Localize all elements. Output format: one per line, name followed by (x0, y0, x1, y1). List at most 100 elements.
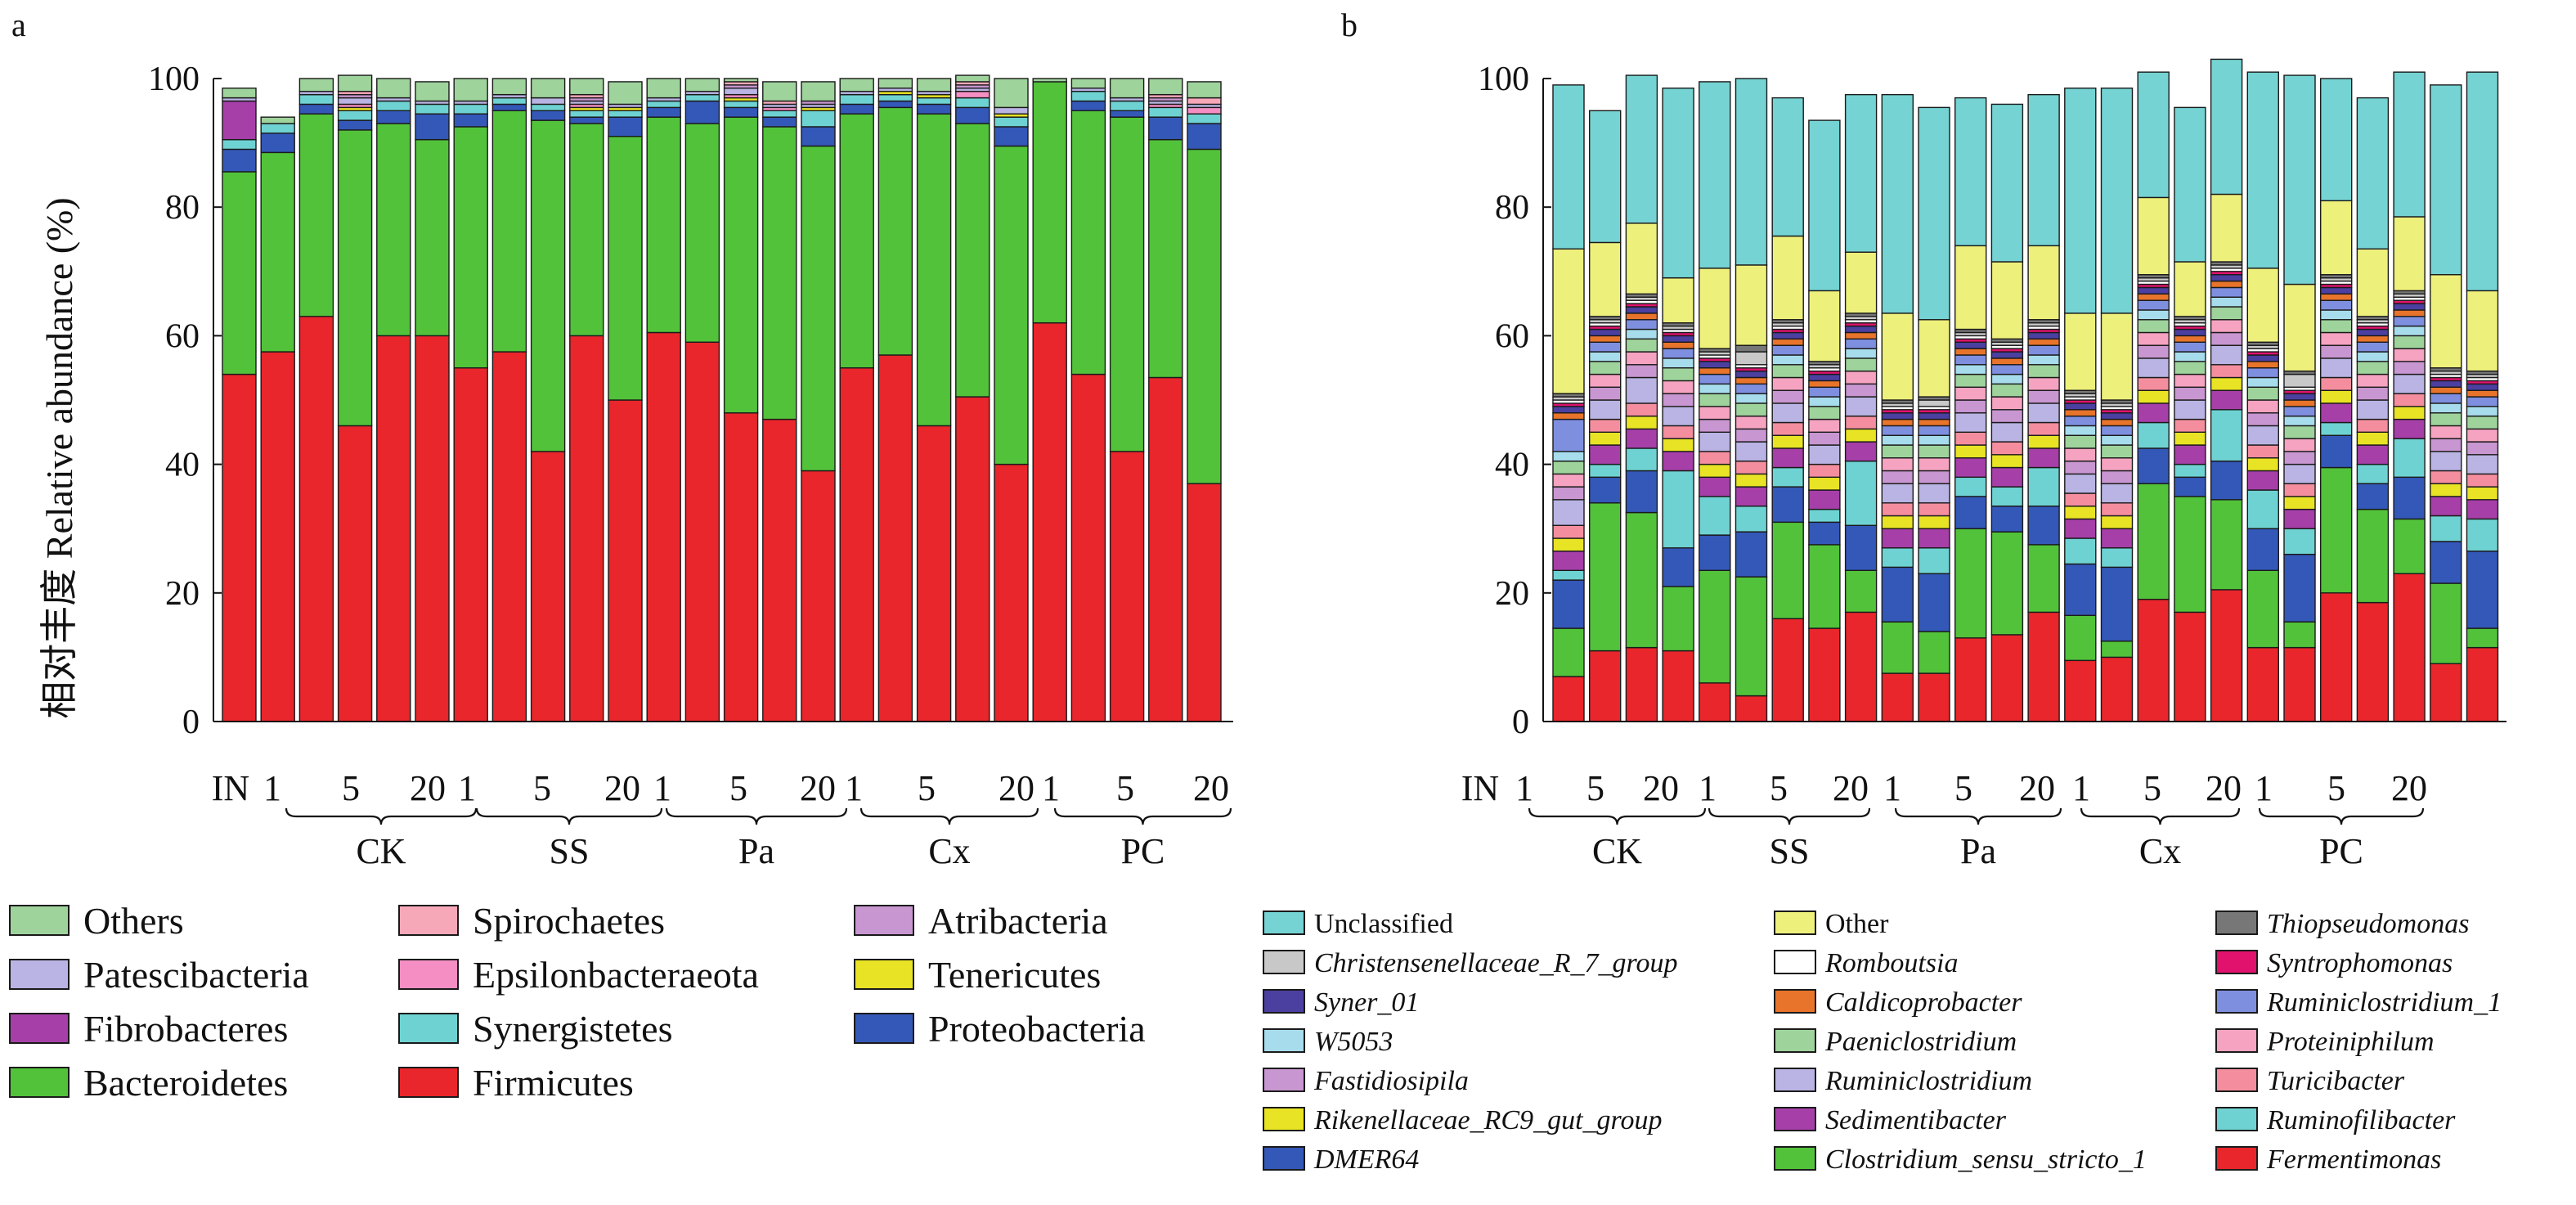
legend-label: Patescibacteria (83, 954, 309, 996)
bar-segment-proteobacteria (453, 113, 488, 128)
bar-segment-synergistetes (453, 103, 488, 115)
bar-segment-caldicoprobacter (2319, 293, 2353, 301)
bar-segment-sedimentibacter (2137, 402, 2170, 424)
bar-segment-ruminiclostridium-1 (2100, 425, 2134, 436)
bar-segment-paeniclostridium (2100, 444, 2134, 459)
bar-segment-ruminiclostridium (1918, 483, 1950, 504)
bar-segment-sedimentibacter (2319, 402, 2353, 424)
bar-segment-turicibacter (1588, 418, 1622, 434)
bar-segment-fermentimonas (2064, 659, 2097, 722)
bar-segment-others (955, 74, 990, 83)
bar-segment-sedimentibacter (2174, 444, 2206, 465)
bar-segment-ruminofilibacter (1990, 486, 2024, 507)
bar-segment-turicibacter (2064, 492, 2097, 507)
legend-swatch (1774, 950, 1816, 974)
bar-segment-bacteroidetes (916, 113, 952, 427)
bar-segment-dmer64 (1808, 521, 1841, 546)
legend-item-ruminiclostridium-1: Ruminiclostridium_1 (2215, 987, 2502, 1018)
bar-segment-dmer64 (1771, 486, 1804, 524)
bar-segment-bacteroidetes (839, 113, 874, 369)
bar-segment-proteobacteria (491, 103, 527, 112)
bar-segment-fermentimonas (2430, 663, 2462, 722)
bar-segment-unclassified (1990, 103, 2024, 263)
x-tick-label: 20 (2391, 768, 2427, 808)
legend-swatch (1774, 910, 1816, 935)
legend-label: Fastidiosipila (1313, 1066, 1469, 1096)
bar-segment-proteiniphilum (1625, 351, 1658, 366)
x-tick-label: 5 (533, 768, 551, 808)
bar-segment-bacteroidetes (646, 116, 681, 334)
legend-label: Fermentimonas (2266, 1144, 2441, 1175)
bar-segment-turicibacter (2319, 376, 2353, 391)
bar-segment-w5053 (1990, 373, 2024, 385)
bar-segment-dmer64 (2100, 566, 2134, 642)
bar-segment-proteiniphilum (1588, 373, 1622, 388)
bar-stack-ck-5b (337, 74, 373, 722)
bar-segment-ruminofilibacter (2393, 438, 2426, 479)
bar-segment-rikenellaceae-rc9-gut-group (2466, 486, 2499, 501)
legend-item-sedimentibacter: Sedimentibacter (1774, 1105, 2007, 1135)
bar-segment-fermentimonas (1625, 646, 1658, 722)
x-tick-label: 1 (1883, 768, 1901, 808)
x-tick-label: 5 (342, 768, 360, 808)
bar-segment-caldicoprobacter (1844, 331, 1878, 340)
group-label-ck: CK (356, 831, 406, 871)
bar-segment-unclassified (1625, 74, 1658, 224)
bar-segment-dmer64 (1990, 505, 2024, 533)
y-tick-label: 60 (165, 317, 200, 355)
bar-segment-bacteroidetes (955, 123, 990, 398)
bar-segment-unclassified (1735, 78, 1768, 266)
bar-stack-ss-20 (1918, 106, 1950, 722)
bar-segment-turicibacter (1918, 502, 1950, 517)
bar-segment-caldicoprobacter (1918, 418, 1950, 427)
bar-stack-pc-20 (1187, 81, 1222, 722)
bar-segment-fastidiosipila (2246, 412, 2280, 427)
bar-segment-turicibacter (1954, 431, 1987, 446)
bar-segment-epsilonbacteraeota (955, 91, 990, 99)
bar-segment-bacteroidetes (260, 151, 295, 353)
legend-item-spirochaetes: Spirochaetes (398, 900, 665, 942)
x-tick-label: 20 (1643, 768, 1679, 808)
bar-segment-proteiniphilum (2027, 376, 2060, 391)
bar-segment-rikenellaceae-rc9-gut-group (1990, 454, 2024, 469)
legend-label: Proteiniphilum (2266, 1027, 2435, 1057)
bar-segment-ruminiclostridium (2283, 463, 2316, 484)
legend-item-w5053: W5053 (1263, 1027, 1393, 1057)
group-brace (475, 807, 663, 825)
legend-item-patescibacteria: Patescibacteria (9, 954, 309, 996)
legend-swatch (9, 959, 70, 990)
bar-segment-ruminofilibacter (1844, 460, 1878, 526)
bar-segment-turicibacter (2174, 418, 2206, 434)
bar-segment-ruminofilibacter (2466, 518, 2499, 552)
bar-segment-turicibacter (1699, 451, 1731, 465)
bar-segment-turicibacter (2100, 502, 2134, 517)
legend-label: Caldicoprobacter (1825, 987, 2022, 1018)
legend-label: Others (83, 900, 184, 942)
bar-segment-other (1735, 264, 1768, 346)
bar-segment-fermentimonas (1990, 634, 2024, 722)
bar-segment-others (415, 81, 450, 102)
bar-segment-fermentimonas (2393, 573, 2426, 722)
bar-stack-ck-5c (376, 78, 411, 722)
bar-segment-syner-01 (2064, 402, 2097, 411)
bar-segment-other (1771, 235, 1804, 321)
bar-stack-pa-5b (2027, 93, 2060, 722)
bar-segment-rikenellaceae-rc9-gut-group (2064, 505, 2097, 520)
bar-segment-fastidiosipila (2210, 331, 2243, 346)
bar-segment-bacteroidetes (337, 129, 373, 427)
bar-segment-turicibacter (1735, 460, 1768, 475)
bar-segment-others (877, 78, 913, 89)
bar-segment-others (530, 78, 566, 99)
bar-segment-firmicutes (801, 470, 836, 722)
bar-segment-proteiniphilum (2174, 373, 2206, 388)
bar-segment-proteiniphilum (1699, 406, 1731, 420)
bar-segment-synergistetes (415, 103, 450, 115)
bar-segment-ruminiclostridium (1954, 412, 1987, 434)
bar-segment-caldicoprobacter (2466, 389, 2499, 398)
group-label-cx: Cx (928, 831, 970, 871)
x-tick-label: 1 (1042, 768, 1060, 808)
bar-segment-dmer64 (1625, 470, 1658, 514)
bar-segment-ruminofilibacter (1735, 505, 1768, 533)
bar-segment-ruminofilibacter (2430, 515, 2462, 542)
bar-segment-ruminiclostridium (2319, 357, 2353, 379)
